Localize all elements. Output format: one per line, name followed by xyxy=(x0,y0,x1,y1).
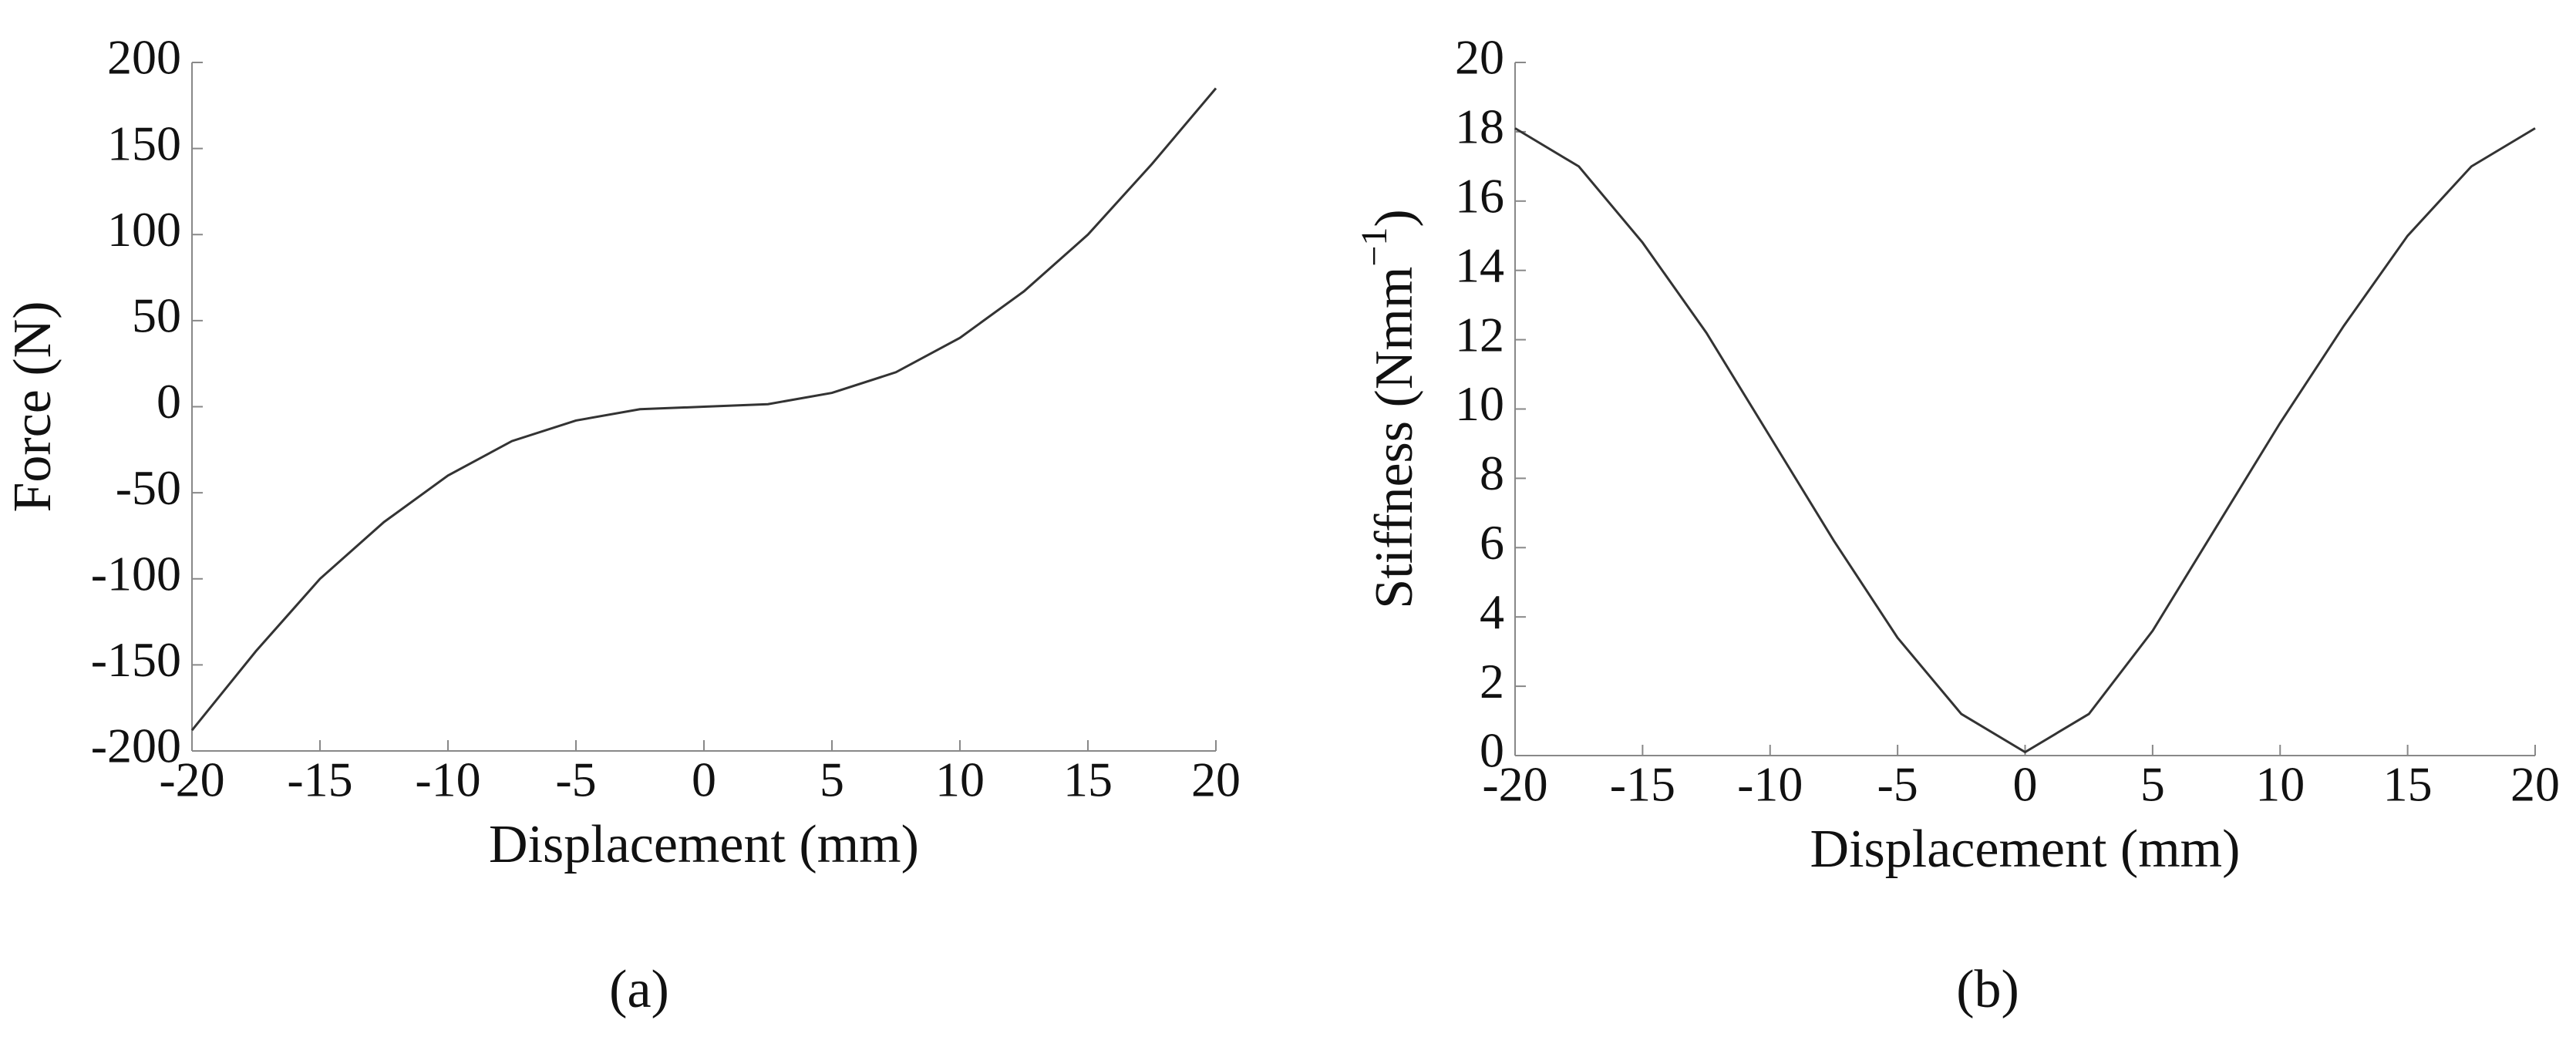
x-tick-label: 10 xyxy=(935,752,985,807)
y-tick-label: 0 xyxy=(1480,723,1504,778)
y-tick-label: 10 xyxy=(1455,376,1504,431)
x-tick-label: 15 xyxy=(2383,757,2433,812)
y-axis-label: Force (N) xyxy=(3,301,62,512)
y-axis-label-text: Force (N) xyxy=(3,301,62,512)
x-axis-label: Displacement (mm) xyxy=(489,815,919,874)
x-tick-label: 20 xyxy=(2510,757,2560,812)
y-tick-label: -100 xyxy=(91,546,181,601)
y-tick-label: 100 xyxy=(107,202,181,257)
y-tick-label: 50 xyxy=(132,288,181,343)
y-tick-label: 18 xyxy=(1455,99,1504,154)
x-tick-label: 0 xyxy=(692,752,716,807)
y-axis-label-sup: −1 xyxy=(1354,227,1395,267)
x-tick-label: 5 xyxy=(820,752,844,807)
data-line xyxy=(190,87,1217,732)
x-tick-label: -10 xyxy=(415,752,480,807)
x-tick-label: 5 xyxy=(2140,757,2165,812)
y-tick-label: 4 xyxy=(1480,584,1504,639)
y-tick-label: 200 xyxy=(107,30,181,85)
y-tick-label: 2 xyxy=(1480,654,1504,709)
x-tick-label: -5 xyxy=(1877,757,1918,812)
caption: (a) xyxy=(609,960,669,1019)
x-tick-label: -15 xyxy=(1610,757,1675,812)
x-tick-label: 10 xyxy=(2255,757,2305,812)
y-tick-label: 0 xyxy=(157,374,181,429)
y-tick-label: -200 xyxy=(91,719,181,773)
y-axis-label: Stiffness (Nmm−1) xyxy=(1354,209,1424,608)
x-tick-label: -15 xyxy=(287,752,352,807)
x-axis-label: Displacement (mm) xyxy=(1810,820,2241,879)
x-tick-label: 0 xyxy=(2013,757,2038,812)
y-axis-label-end: ) xyxy=(1365,209,1424,227)
x-tick-label: -10 xyxy=(1737,757,1803,812)
x-tick-label: -20 xyxy=(1482,757,1547,812)
y-tick-label: 14 xyxy=(1455,237,1504,292)
data-line xyxy=(1514,127,2536,754)
x-tick-label: -20 xyxy=(159,752,224,807)
x-tick-label: -5 xyxy=(555,752,596,807)
y-tick-label: 12 xyxy=(1455,307,1504,362)
y-tick-label: 8 xyxy=(1480,446,1504,500)
y-tick-label: -50 xyxy=(116,460,181,515)
y-axis-label-text: Stiffness (Nmm xyxy=(1365,267,1424,609)
y-tick-label: 20 xyxy=(1455,30,1504,85)
y-tick-label: -150 xyxy=(91,632,181,687)
y-tick-label: 150 xyxy=(107,116,181,170)
y-tick-label: 6 xyxy=(1480,515,1504,570)
caption: (b) xyxy=(1956,960,2019,1019)
y-tick-label: 16 xyxy=(1455,168,1504,223)
x-tick-label: 20 xyxy=(1191,752,1241,807)
x-tick-label: 15 xyxy=(1063,752,1113,807)
